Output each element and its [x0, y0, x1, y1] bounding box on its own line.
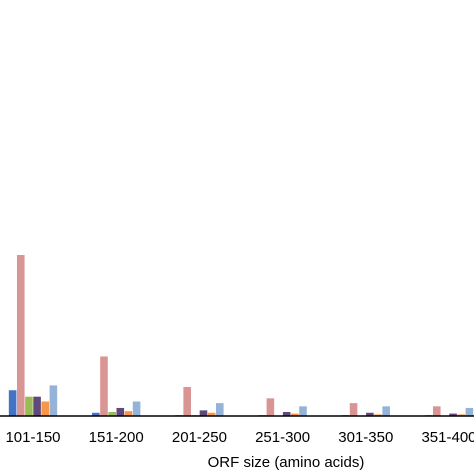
bar-151-200-series-3	[108, 411, 116, 417]
bar-251-300-series-4	[282, 411, 291, 417]
x-tick-label: 251-300	[255, 429, 310, 446]
bar-151-200-series-1	[92, 412, 100, 416]
bar-351-400-series-4	[449, 413, 457, 416]
x-tick-label: 301-350	[338, 429, 393, 446]
bar-251-300-series-6	[299, 406, 307, 416]
bar-351-400-series-6	[465, 407, 474, 416]
bar-151-200-series-6	[132, 401, 141, 416]
x-tick-label: 351-400	[421, 429, 474, 446]
bar-101-150-series-5	[41, 401, 50, 416]
bars-group	[8, 255, 474, 417]
x-tick-labels: 101-150 151-200 201-250 251-300 301-350 351-4…	[5, 429, 474, 446]
bar-201-250-series-5	[207, 412, 216, 416]
x-tick-label: 201-250	[172, 429, 227, 446]
bar-351-400-series-5	[457, 414, 466, 416]
bar-101-150-series-1	[8, 390, 17, 416]
bar-301-350-series-2	[349, 403, 358, 416]
bar-151-200-series-5	[124, 411, 133, 416]
bar-301-350-series-5	[374, 414, 382, 416]
bar-101-150-series-3	[25, 396, 33, 416]
bar-251-300-series-2	[266, 398, 275, 416]
bar-101-150-series-4	[33, 396, 41, 416]
bar-351-400-series-2	[432, 406, 441, 416]
bar-201-250-series-6	[215, 403, 224, 416]
bar-301-350-series-6	[382, 406, 390, 416]
x-tick-label: 151-200	[89, 429, 144, 446]
x-tick-label: 101-150	[5, 429, 60, 446]
bar-101-150-series-6	[49, 385, 58, 416]
bar-201-250-series-4	[199, 410, 208, 417]
x-axis-title: ORF size (amino acids)	[208, 454, 365, 471]
bar-151-200-series-2	[100, 356, 108, 416]
bar-201-250-series-2	[183, 387, 191, 416]
bar-151-200-series-4	[116, 407, 125, 416]
bar-101-150-series-2	[16, 255, 25, 416]
bar-301-350-series-4	[366, 412, 374, 416]
bar-251-300-series-5	[291, 413, 299, 416]
